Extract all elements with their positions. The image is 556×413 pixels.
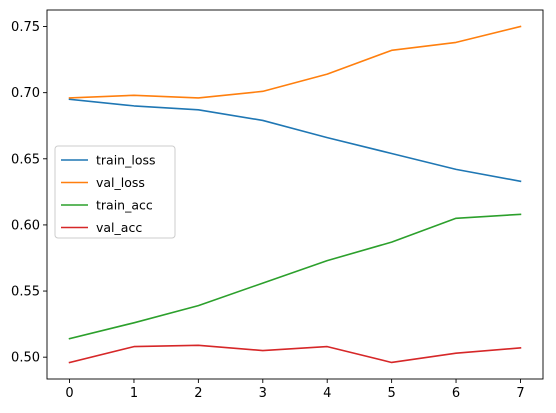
series-line-train_loss — [68, 98, 522, 183]
y-tick-label: 0.55 — [11, 285, 40, 300]
y-tick-label: 0.75 — [11, 20, 40, 35]
x-tick-label: 1 — [130, 386, 138, 401]
y-axis: 0.50 0.55 0.60 0.65 0.70 0.75 — [11, 20, 47, 366]
axes-frame — [46, 9, 544, 380]
x-tick-label: 3 — [259, 386, 267, 401]
legend-box — [54, 145, 176, 239]
x-tick-label: 4 — [323, 386, 331, 401]
y-tick-label: 0.65 — [11, 152, 40, 167]
x-axis: 0 1 2 3 4 5 6 7 — [65, 379, 525, 401]
legend-label-val_loss: val_loss — [96, 175, 145, 190]
x-tick-label: 7 — [516, 386, 524, 401]
series-line-val_acc — [68, 344, 522, 364]
y-tick-label: 0.60 — [11, 218, 40, 233]
legend-label-train_acc: train_acc — [96, 197, 153, 212]
legend-label-train_loss: train_loss — [96, 152, 156, 167]
x-tick-label: 0 — [65, 386, 73, 401]
x-tick-label: 5 — [387, 386, 395, 401]
x-tick-label: 2 — [194, 386, 202, 401]
y-tick-label: 0.70 — [11, 86, 40, 101]
legend-label-val_acc: val_acc — [96, 220, 142, 235]
series-line-train_acc — [68, 213, 522, 340]
series-line-val_loss — [68, 25, 522, 99]
plot-area — [46, 9, 544, 380]
x-tick-label: 6 — [452, 386, 460, 401]
legend: train_loss val_loss train_acc val_acc — [54, 145, 176, 239]
y-tick-label: 0.50 — [11, 351, 40, 366]
